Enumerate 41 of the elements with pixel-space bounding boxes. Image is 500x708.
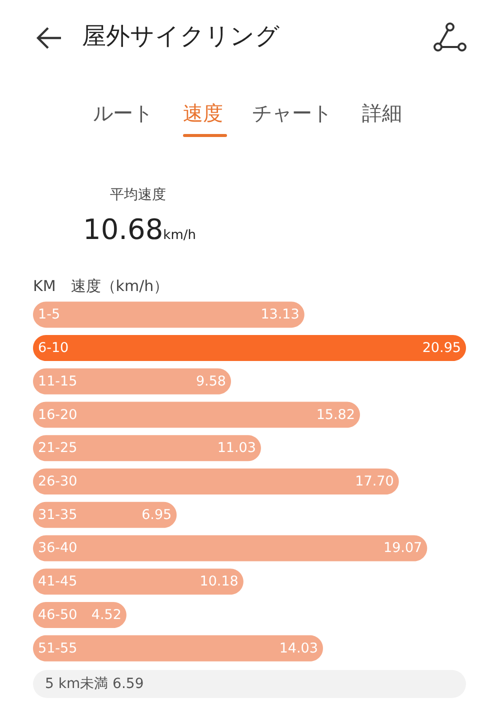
data-label: 4.52 xyxy=(91,606,122,623)
y-tick-label: 46-50 xyxy=(38,606,78,623)
data-label: 14.03 xyxy=(279,640,318,656)
y-tick-label: 31-35 xyxy=(38,506,78,523)
bar xyxy=(33,568,244,595)
y-tick-label: 21-25 xyxy=(38,440,78,456)
data-label: 11.03 xyxy=(217,440,256,456)
bar xyxy=(33,635,323,662)
y-tick-label: 36-40 xyxy=(38,540,78,556)
y-tick-label: 26-30 xyxy=(38,474,78,490)
data-label: 13.13 xyxy=(260,306,300,323)
data-label: 19.07 xyxy=(383,540,422,556)
bar xyxy=(33,435,261,462)
text: ルート xyxy=(93,100,153,127)
text: 5 km未満 6.59 xyxy=(45,675,144,693)
data-label: 20.95 xyxy=(422,340,461,356)
y-tick-label: 11-15 xyxy=(38,373,78,390)
data-label: 9.58 xyxy=(196,373,226,390)
text: 詳細 xyxy=(362,100,402,127)
text: 10.68km/h xyxy=(83,213,196,246)
data-label: 17.70 xyxy=(355,474,394,490)
chart-subtitle: 速度 xyxy=(183,100,223,127)
text: チャート xyxy=(252,100,332,127)
y-tick-label: 41-45 xyxy=(38,574,78,590)
bar xyxy=(33,535,428,562)
data-label: 6.95 xyxy=(142,506,172,523)
bar xyxy=(33,335,466,362)
y-tick-label: 51-55 xyxy=(38,640,78,656)
bar xyxy=(33,502,177,528)
bar xyxy=(33,368,231,394)
y-tick-label: 1-5 xyxy=(38,306,60,323)
y-tick-label: 6-10 xyxy=(38,340,69,356)
data-label: 15.82 xyxy=(316,406,355,423)
bar xyxy=(33,402,360,428)
data-label: 10.18 xyxy=(200,574,238,590)
text: KM 速度（km/h） xyxy=(33,277,169,295)
text: 平均速度 xyxy=(110,186,166,204)
y-tick-label: 16-20 xyxy=(38,406,78,423)
chart-title: 屋外サイクリング xyxy=(82,21,280,52)
bar xyxy=(33,468,399,495)
bar xyxy=(33,302,304,328)
